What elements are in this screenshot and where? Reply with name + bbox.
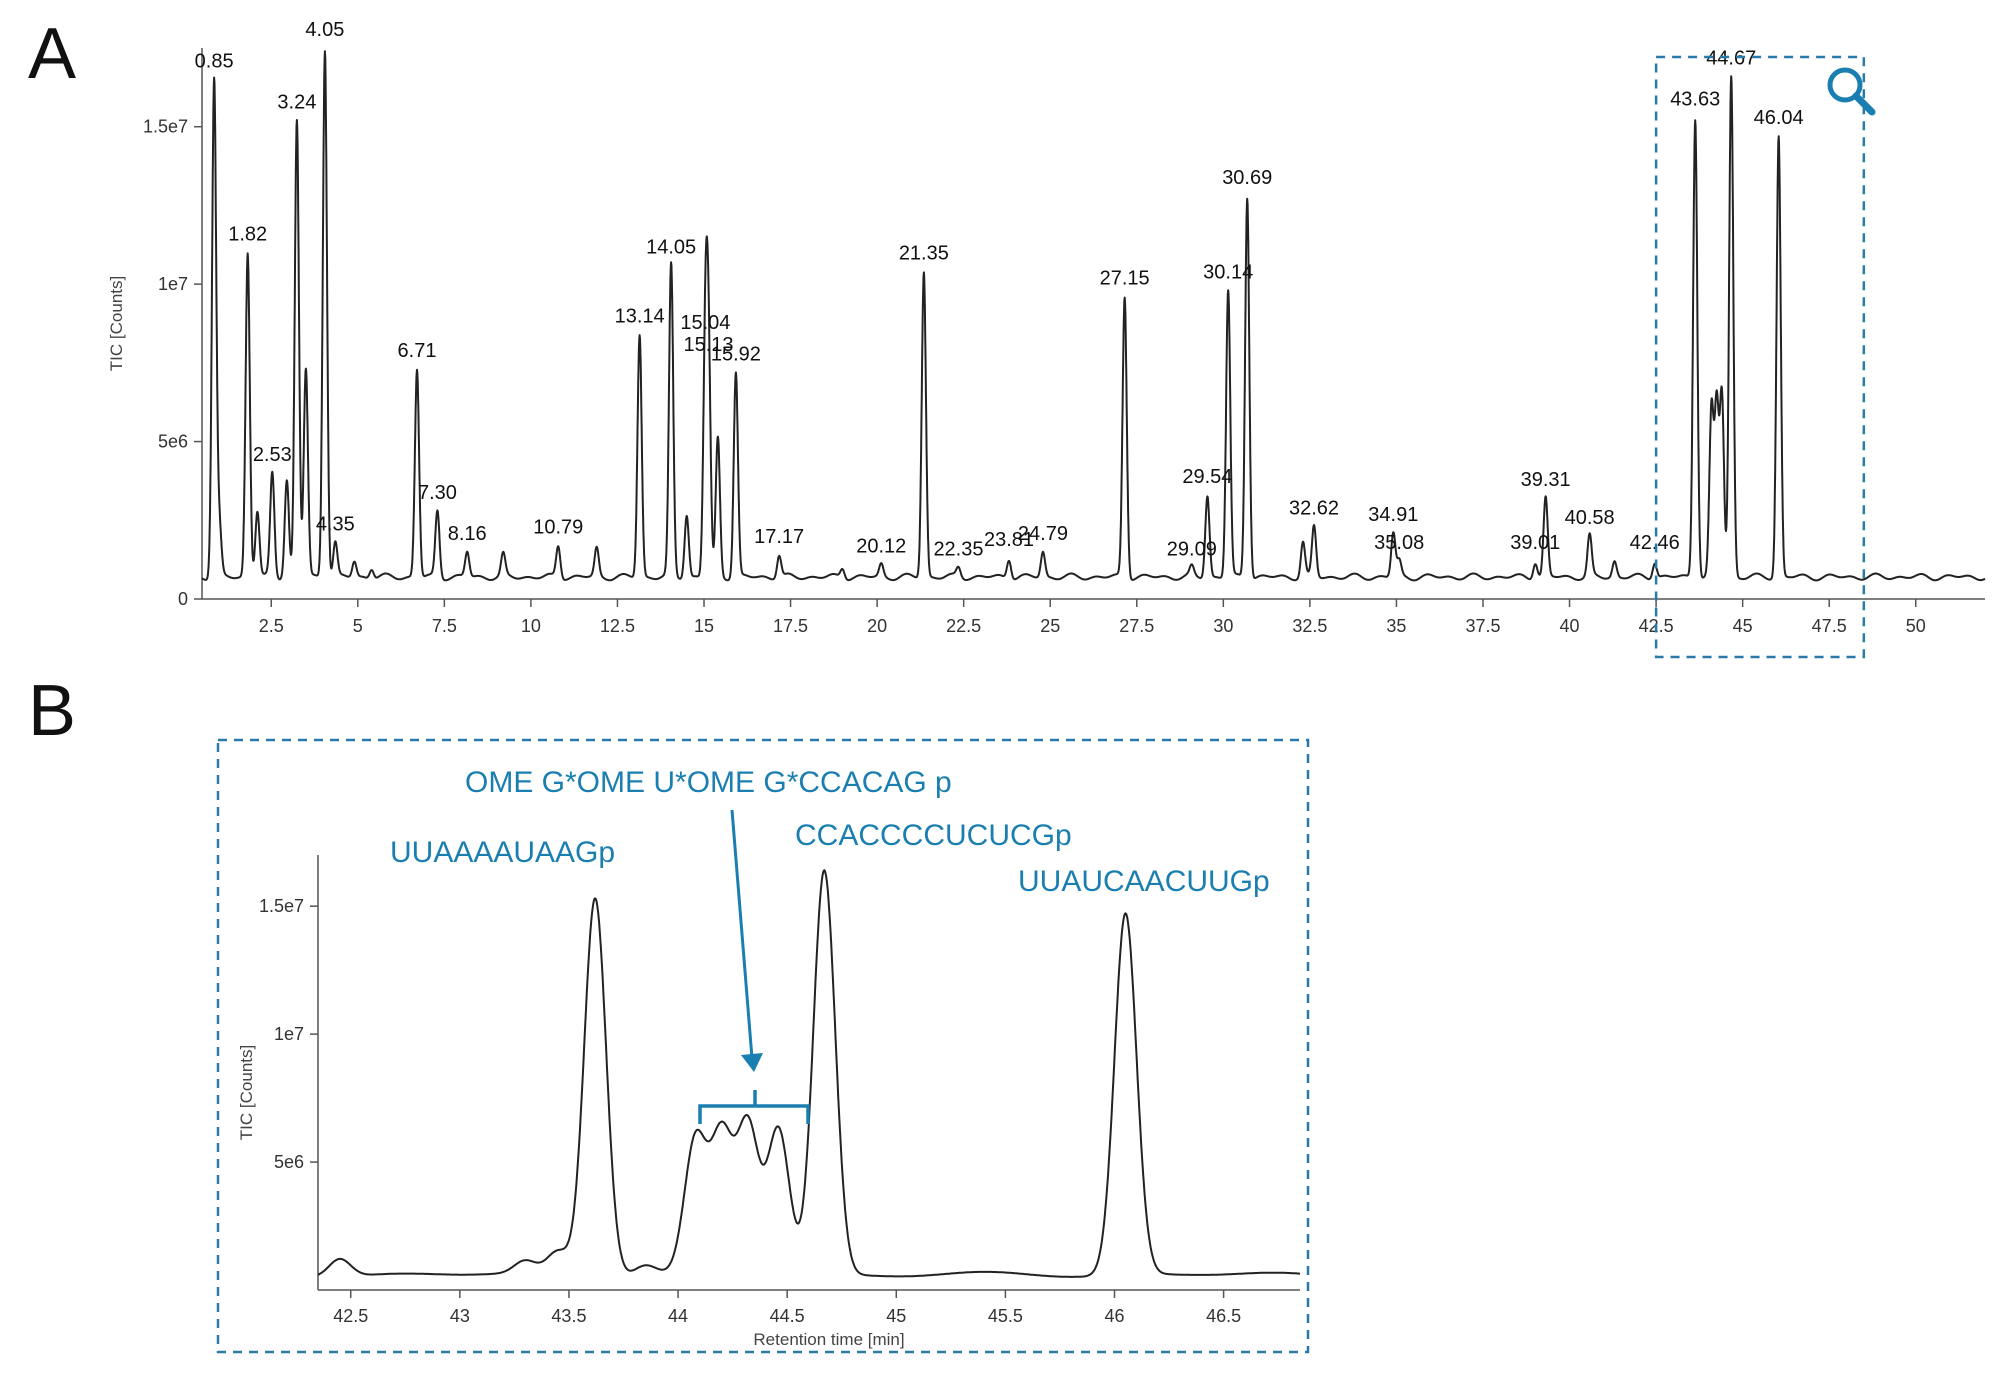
chart-a-y-tick-label: 5e6 bbox=[158, 432, 188, 452]
chart-a-y-tick-label: 1e7 bbox=[158, 274, 188, 294]
chart-a-x-tick-label: 7.5 bbox=[432, 616, 457, 636]
magnifier-icon bbox=[1827, 67, 1876, 116]
annotation-arrow bbox=[730, 809, 763, 1072]
chart-a-peak-label: 4.05 bbox=[305, 19, 344, 41]
zoom-region-box bbox=[1654, 55, 1866, 659]
chart-b-y-axis-title: TIC [Counts] bbox=[237, 1045, 256, 1140]
chart-a-peak-label: 24.79 bbox=[1018, 523, 1068, 545]
panel-b-label: B bbox=[28, 671, 76, 751]
chart-a-peak-label: 15.92 bbox=[711, 343, 761, 365]
chart-a-peak-label: 15.13 bbox=[683, 334, 733, 356]
chart-a-peak-label: 6.71 bbox=[398, 340, 437, 362]
chart-a-x-tick-label: 20 bbox=[867, 616, 887, 636]
chart-a-peak-label: 2.53 bbox=[253, 444, 292, 466]
chart-a-x-tick-label: 37.5 bbox=[1465, 616, 1500, 636]
chart-a-peak-label: 0.85 bbox=[195, 50, 234, 72]
chart-a: TIC [Counts] 2.5 5 7.5 10 12.5 15 17.5 20 22.5 25… bbox=[107, 19, 1986, 659]
chart-b-trace bbox=[317, 869, 1301, 1278]
chart-a-peak-label: 34.91 bbox=[1368, 504, 1418, 526]
chart-b-x-tick-label: 45.5 bbox=[988, 1306, 1023, 1326]
chart-a-x-tick-label: 12.5 bbox=[600, 616, 635, 636]
cluster-bracket bbox=[698, 1090, 810, 1124]
chart-a-ticks: 2.5 5 7.5 10 12.5 15 17.5 20 22.5 25 27.5 30 32.5 35 3… bbox=[143, 117, 1926, 636]
chart-b-x-tick-label: 45 bbox=[886, 1306, 906, 1326]
chart-a-peak-label: 29.09 bbox=[1167, 539, 1217, 561]
annotation-uuaucaacuugp: UUAUCAACUUGp bbox=[1018, 865, 1270, 898]
chart-a-x-tick-label: 47.5 bbox=[1812, 616, 1847, 636]
chart-b-x-axis-title: Retention time [min] bbox=[753, 1330, 904, 1349]
chart-a-peak-label: 10.79 bbox=[533, 516, 583, 538]
chart-b-x-tick-label: 46.5 bbox=[1206, 1306, 1241, 1326]
chart-a-x-tick-label: 5 bbox=[353, 616, 363, 636]
chart-a-y-tick-label: 1.5e7 bbox=[143, 117, 188, 137]
chart-a-peak-label: 14.05 bbox=[646, 236, 696, 258]
zoom-panel-box bbox=[216, 738, 1310, 1354]
chart-a-peak-label: 46.04 bbox=[1754, 107, 1804, 129]
chart-a-x-tick-label: 32.5 bbox=[1292, 616, 1327, 636]
chart-a-peak-label: 43.63 bbox=[1670, 88, 1720, 110]
chart-a-x-tick-label: 2.5 bbox=[259, 616, 284, 636]
chart-a-peak-label: 13.14 bbox=[615, 306, 665, 328]
chart-b-x-tick-label: 46 bbox=[1104, 1306, 1124, 1326]
chart-a-x-tick-label: 50 bbox=[1906, 616, 1926, 636]
chart-a-peak-label: 42.46 bbox=[1630, 532, 1680, 554]
chart-b-x-tick-label: 44 bbox=[668, 1306, 688, 1326]
chart-a-x-tick-label: 35 bbox=[1386, 616, 1406, 636]
chart-a-x-tick-label: 40 bbox=[1560, 616, 1580, 636]
chart-a-peak-label: 22.35 bbox=[933, 539, 983, 561]
chart-a-x-tick-label: 17.5 bbox=[773, 616, 808, 636]
chart-a-x-tick-label: 15 bbox=[694, 616, 714, 636]
chart-a-x-tick-label: 22.5 bbox=[946, 616, 981, 636]
chart-a-peak-label: 30.69 bbox=[1222, 167, 1272, 189]
chart-b-x-tick-label: 43.5 bbox=[551, 1306, 586, 1326]
chart-a-peak-label: 44.67 bbox=[1706, 47, 1756, 69]
chart-b-ticks: 42.5 43 43.5 44 44.5 45 45.5 46 46.5 5e6 1e7 1.5e7 bbox=[259, 896, 1241, 1326]
chart-a-peak-label: 29.54 bbox=[1182, 466, 1232, 488]
chart-a-y-tick-label: 0 bbox=[178, 589, 188, 609]
chart-a-peak-label: 7.30 bbox=[418, 482, 457, 504]
annotation-ome-modified: OME G*OME U*OME G*CCACAG p bbox=[465, 766, 952, 799]
chart-a-trace bbox=[201, 50, 1986, 582]
chart-b-y-tick-label: 5e6 bbox=[274, 1152, 304, 1172]
chart-a-x-tick-label: 10 bbox=[521, 616, 541, 636]
chart-a-peak-label: 23.81 bbox=[984, 529, 1034, 551]
chart-a-peak-label: 3.24 bbox=[277, 91, 316, 113]
chart-a-peak-label: 32.62 bbox=[1289, 498, 1339, 520]
chart-b-y-tick-label: 1e7 bbox=[274, 1024, 304, 1044]
chart-a-x-tick-label: 45 bbox=[1733, 616, 1753, 636]
chart-a-peak-label: 39.01 bbox=[1510, 532, 1560, 554]
annotation-ccaccccucucgp: CCACCCCUCUCGp bbox=[795, 819, 1072, 852]
chart-a-peak-label: 4.35 bbox=[316, 513, 355, 535]
chart-a-x-tick-label: 25 bbox=[1040, 616, 1060, 636]
chart-a-peak-label: 8.16 bbox=[448, 523, 487, 545]
chart-a-peak-label: 21.35 bbox=[899, 243, 949, 265]
chart-b-x-tick-label: 44.5 bbox=[770, 1306, 805, 1326]
chart-b-y-tick-label: 1.5e7 bbox=[259, 896, 304, 916]
chart-a-x-tick-label: 27.5 bbox=[1119, 616, 1154, 636]
chart-a-peak-label: 1.82 bbox=[228, 224, 267, 246]
chart-a-peak-label: 39.31 bbox=[1521, 469, 1571, 491]
panel-a-label: A bbox=[28, 14, 76, 94]
chart-b-x-tick-label: 43 bbox=[450, 1306, 470, 1326]
chart-b: TIC [Counts] Retention time [min] 42.5 43… bbox=[216, 738, 1310, 1354]
chart-a-peak-label: 17.17 bbox=[754, 526, 804, 548]
chart-a-peak-label: 40.58 bbox=[1565, 507, 1615, 529]
chart-a-y-axis-title: TIC [Counts] bbox=[107, 276, 126, 371]
chart-a-peak-label: 35.08 bbox=[1374, 532, 1424, 554]
annotation-uuaaaauaagp: UUAAAAUAAGp bbox=[390, 836, 615, 869]
chart-a-peak-label: 15.04 bbox=[680, 312, 730, 334]
chart-a-x-tick-label: 30 bbox=[1213, 616, 1233, 636]
chart-a-peak-label: 20.12 bbox=[856, 535, 906, 557]
chart-b-x-tick-label: 42.5 bbox=[333, 1306, 368, 1326]
chart-a-peak-labels: 0.85 1.82 2.53 3.24 4.05 4.35 6.71 7.30 8.16 10.7… bbox=[195, 19, 1804, 561]
chart-a-peak-label: 27.15 bbox=[1100, 268, 1150, 290]
chart-a-peak-label: 30.14 bbox=[1203, 261, 1253, 283]
